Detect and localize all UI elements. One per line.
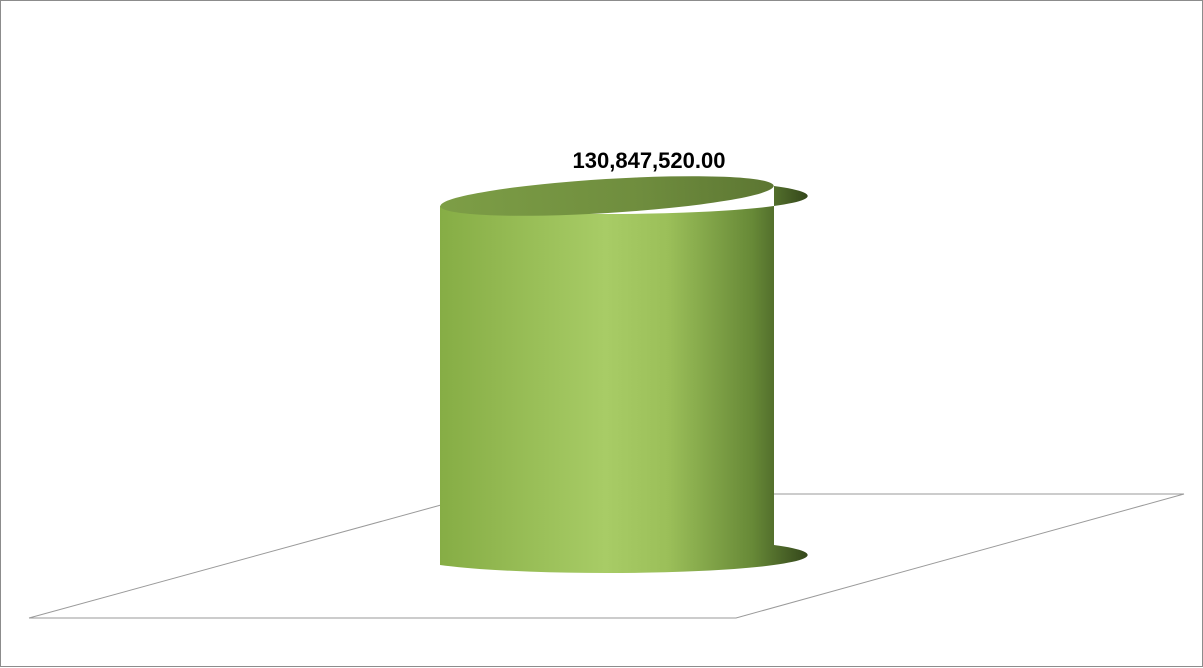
floor-right-edge bbox=[29, 493, 1185, 619]
bar-cylinder-top bbox=[440, 176, 774, 216]
chart-floor bbox=[28, 493, 1185, 619]
floor-back-edge bbox=[28, 504, 442, 619]
data-labels: 130,847,520.00 bbox=[573, 148, 726, 173]
bars bbox=[440, 176, 808, 574]
data-label-value: 130,847,520.00 bbox=[573, 148, 726, 173]
bar-cylinder-side bbox=[440, 186, 808, 574]
bar-cylinder bbox=[440, 176, 808, 574]
